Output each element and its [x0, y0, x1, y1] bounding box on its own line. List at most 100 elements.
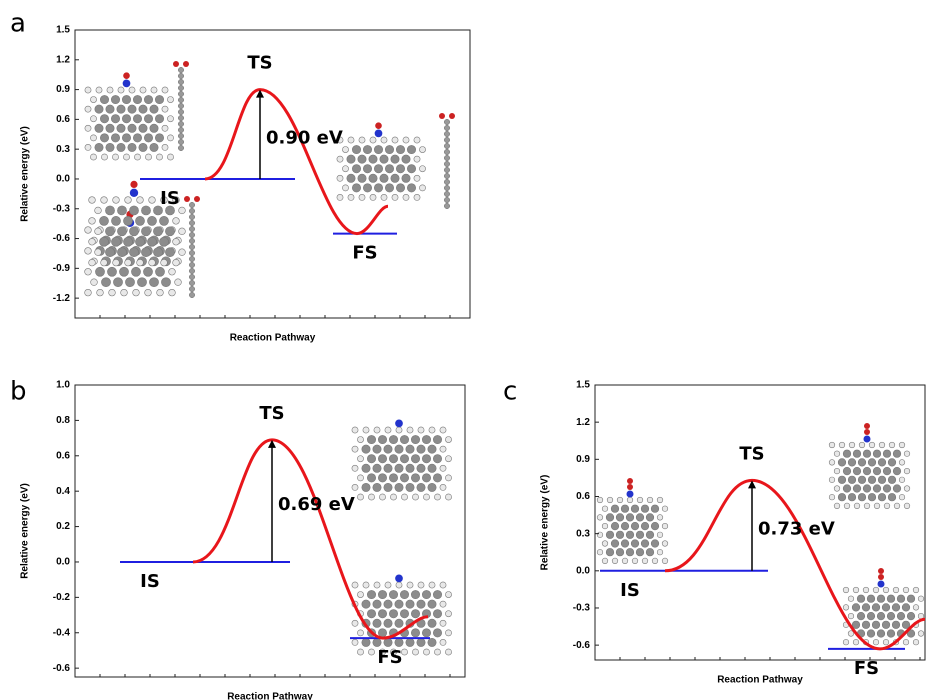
atom	[358, 194, 366, 201]
atom	[389, 473, 398, 483]
atom	[610, 539, 620, 548]
atom	[167, 115, 174, 123]
atom	[116, 104, 126, 114]
atom	[896, 594, 906, 603]
plot-frame	[74, 384, 466, 678]
atom	[405, 463, 415, 473]
atom	[625, 548, 635, 557]
atom	[390, 648, 397, 656]
atom	[189, 280, 195, 286]
atom-o	[864, 429, 870, 435]
atom	[596, 496, 604, 504]
atom	[877, 493, 887, 502]
atom	[172, 238, 180, 246]
atom	[444, 131, 450, 137]
atom	[445, 436, 452, 443]
atom	[445, 629, 452, 637]
molecule	[351, 574, 452, 656]
atom	[357, 455, 364, 463]
atom	[165, 226, 175, 237]
state-label: IS	[140, 571, 160, 592]
atom	[853, 502, 861, 510]
atom	[189, 262, 195, 268]
atom	[444, 173, 450, 179]
atom	[391, 194, 399, 201]
atom	[378, 435, 387, 445]
atom	[125, 277, 135, 288]
atom	[857, 475, 867, 484]
arrow-head	[748, 480, 756, 489]
atom	[892, 467, 902, 476]
atom	[876, 629, 886, 638]
atom	[144, 114, 153, 124]
y-axis-label: Relative energy (eV)	[20, 126, 31, 222]
x-axis-label: Reaction Pathway	[227, 692, 313, 700]
atom	[837, 458, 847, 467]
atom	[400, 435, 409, 445]
atom	[419, 184, 426, 192]
molecule	[596, 478, 669, 565]
atom	[882, 484, 892, 493]
atom	[400, 454, 409, 464]
y-tick-label: 0.0	[56, 174, 70, 185]
atom-n	[374, 129, 383, 138]
atom	[868, 441, 876, 449]
atom	[159, 216, 169, 226]
atom	[112, 196, 120, 204]
atom	[400, 590, 409, 600]
atom	[407, 183, 416, 193]
atom	[444, 167, 450, 173]
y-tick-label: 1.5	[56, 25, 70, 36]
atom	[135, 216, 145, 226]
atom	[84, 124, 92, 132]
y-tick-label: -0.6	[53, 233, 71, 244]
atom	[127, 104, 137, 114]
atom	[178, 127, 184, 133]
atom	[100, 133, 109, 143]
atom	[100, 114, 109, 124]
atom	[903, 502, 911, 510]
atom	[625, 513, 635, 522]
atom	[117, 247, 127, 258]
atom	[395, 426, 403, 434]
atom	[372, 482, 382, 492]
atom	[871, 620, 881, 629]
atom	[444, 125, 450, 131]
atom	[129, 226, 139, 237]
atom	[362, 581, 370, 589]
atom	[150, 86, 158, 94]
atom	[444, 191, 450, 197]
atom	[906, 594, 916, 603]
atom	[650, 504, 660, 513]
atom	[631, 557, 639, 565]
atom	[391, 136, 399, 144]
atom	[141, 226, 151, 237]
y-tick-label: -0.3	[53, 203, 71, 214]
atom	[886, 594, 896, 603]
atom	[178, 103, 184, 109]
atom	[433, 609, 442, 619]
atom	[903, 485, 911, 492]
atom	[90, 134, 97, 142]
atom	[106, 86, 114, 94]
atom	[877, 475, 887, 484]
atom	[837, 475, 847, 484]
atom	[395, 581, 403, 589]
atom-o	[184, 196, 190, 202]
atom	[347, 194, 355, 201]
atom	[153, 226, 163, 237]
atom	[842, 484, 852, 493]
atom-o	[439, 113, 445, 119]
atom	[139, 86, 147, 94]
atom	[367, 435, 376, 445]
atom	[411, 435, 420, 445]
atom	[873, 502, 881, 510]
atom	[84, 247, 92, 255]
atom	[646, 496, 654, 504]
atom	[141, 247, 151, 258]
atom	[615, 548, 625, 557]
atom	[394, 482, 404, 492]
atom	[112, 153, 119, 161]
atom	[379, 493, 386, 501]
atom	[417, 426, 425, 434]
